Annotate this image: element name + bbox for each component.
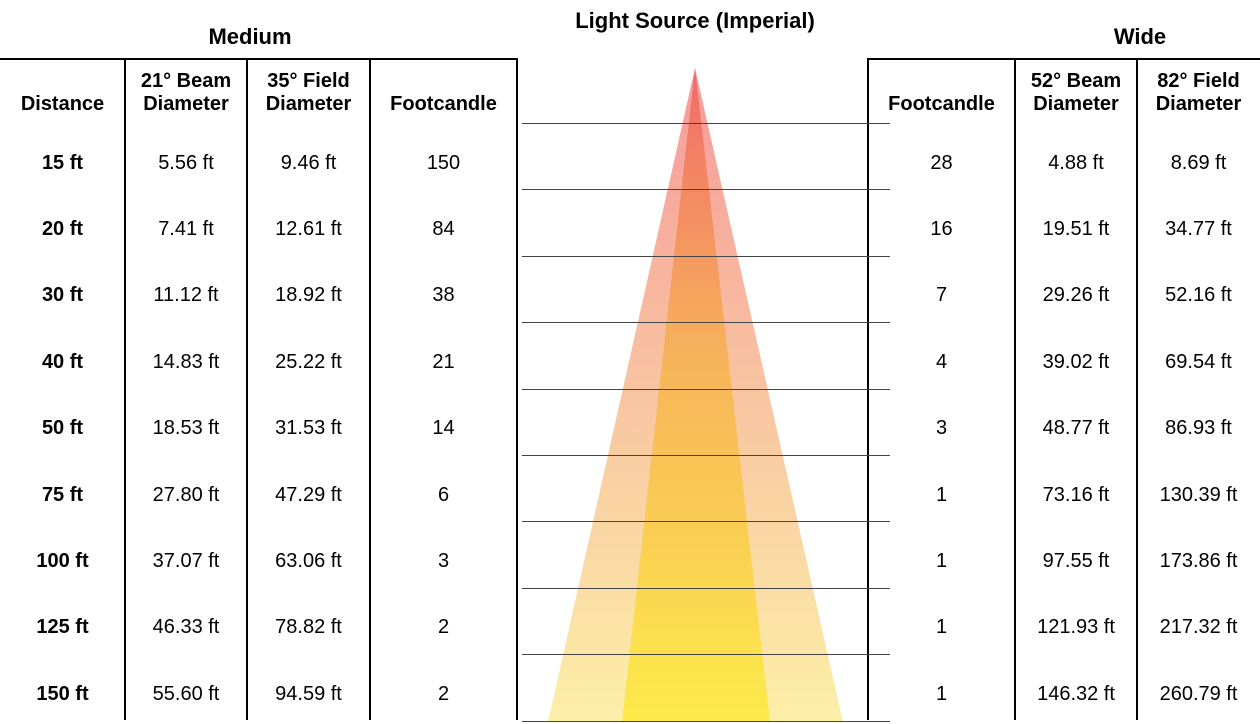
- data-cell: 69.54 ft: [1137, 329, 1260, 395]
- data-cell: 16: [868, 196, 1015, 262]
- data-cell: 14: [370, 396, 517, 462]
- data-cell: 37.07 ft: [125, 528, 247, 594]
- data-cell: 55.60 ft: [125, 661, 247, 724]
- distance-cell: 150 ft: [0, 661, 125, 724]
- data-cell: 97.55 ft: [1015, 528, 1137, 594]
- data-cell: 3: [868, 396, 1015, 462]
- data-cell: 19.51 ft: [1015, 196, 1137, 262]
- distance-cell: 15 ft: [0, 130, 125, 196]
- row-rule: [522, 588, 890, 589]
- medium-title: Medium: [150, 24, 350, 50]
- data-cell: 27.80 ft: [125, 462, 247, 528]
- data-cell: 18.92 ft: [247, 263, 370, 329]
- data-cell: 21: [370, 329, 517, 395]
- data-cell: 173.86 ft: [1137, 528, 1260, 594]
- data-cell: 63.06 ft: [247, 528, 370, 594]
- row-rule: [522, 322, 890, 323]
- data-cell: 146.32 ft: [1015, 661, 1137, 724]
- wide-title: Wide: [1040, 24, 1240, 50]
- data-cell: 18.53 ft: [125, 396, 247, 462]
- data-cell: 46.33 ft: [125, 595, 247, 661]
- data-cell: 260.79 ft: [1137, 661, 1260, 724]
- column-header: 52° Beam Diameter: [1015, 58, 1137, 122]
- data-cell: 3: [370, 528, 517, 594]
- data-cell: 52.16 ft: [1137, 263, 1260, 329]
- data-cell: 39.02 ft: [1015, 329, 1137, 395]
- data-cell: 34.77 ft: [1137, 196, 1260, 262]
- data-cell: 29.26 ft: [1015, 263, 1137, 329]
- data-cell: 73.16 ft: [1015, 462, 1137, 528]
- column-header: Footcandle: [868, 58, 1015, 122]
- data-cell: 2: [370, 661, 517, 724]
- data-cell: 11.12 ft: [125, 263, 247, 329]
- column-header: 35° Field Diameter: [247, 58, 370, 122]
- data-cell: 9.46 ft: [247, 130, 370, 196]
- distance-cell: 20 ft: [0, 196, 125, 262]
- data-cell: 1: [868, 595, 1015, 661]
- row-rule: [522, 654, 890, 655]
- data-cell: 4: [868, 329, 1015, 395]
- data-cell: 28: [868, 130, 1015, 196]
- data-cell: 1: [868, 661, 1015, 724]
- data-cell: 7: [868, 263, 1015, 329]
- distance-cell: 125 ft: [0, 595, 125, 661]
- data-cell: 1: [868, 462, 1015, 528]
- row-rule: [522, 123, 890, 124]
- data-cell: 38: [370, 263, 517, 329]
- data-cell: 48.77 ft: [1015, 396, 1137, 462]
- row-rule: [522, 389, 890, 390]
- distance-cell: 50 ft: [0, 396, 125, 462]
- data-cell: 130.39 ft: [1137, 462, 1260, 528]
- distance-cell: 40 ft: [0, 329, 125, 395]
- data-cell: 5.56 ft: [125, 130, 247, 196]
- column-header: Distance: [0, 58, 125, 122]
- data-cell: 1: [868, 528, 1015, 594]
- data-cell: 150: [370, 130, 517, 196]
- page: Medium Light Source (Imperial) Wide Dist…: [0, 0, 1260, 724]
- data-cell: 86.93 ft: [1137, 396, 1260, 462]
- data-cell: 6: [370, 462, 517, 528]
- row-rule: [522, 256, 890, 257]
- data-cell: 94.59 ft: [247, 661, 370, 724]
- data-cell: 84: [370, 196, 517, 262]
- row-rule: [522, 721, 890, 722]
- data-cell: 4.88 ft: [1015, 130, 1137, 196]
- data-cell: 2: [370, 595, 517, 661]
- data-cell: 7.41 ft: [125, 196, 247, 262]
- page-title: Light Source (Imperial): [520, 8, 870, 34]
- data-cell: 14.83 ft: [125, 329, 247, 395]
- data-cell: 217.32 ft: [1137, 595, 1260, 661]
- data-cell: 78.82 ft: [247, 595, 370, 661]
- column-header: 82° Field Diameter: [1137, 58, 1260, 122]
- data-cell: 47.29 ft: [247, 462, 370, 528]
- data-cell: 12.61 ft: [247, 196, 370, 262]
- data-cell: 121.93 ft: [1015, 595, 1137, 661]
- row-rule: [522, 521, 890, 522]
- column-header: Footcandle: [370, 58, 517, 122]
- distance-cell: 30 ft: [0, 263, 125, 329]
- data-cell: 31.53 ft: [247, 396, 370, 462]
- data-cell: 8.69 ft: [1137, 130, 1260, 196]
- row-rule: [522, 455, 890, 456]
- column-header: 21° Beam Diameter: [125, 58, 247, 122]
- data-cell: 25.22 ft: [247, 329, 370, 395]
- distance-cell: 75 ft: [0, 462, 125, 528]
- distance-cell: 100 ft: [0, 528, 125, 594]
- row-rule: [522, 189, 890, 190]
